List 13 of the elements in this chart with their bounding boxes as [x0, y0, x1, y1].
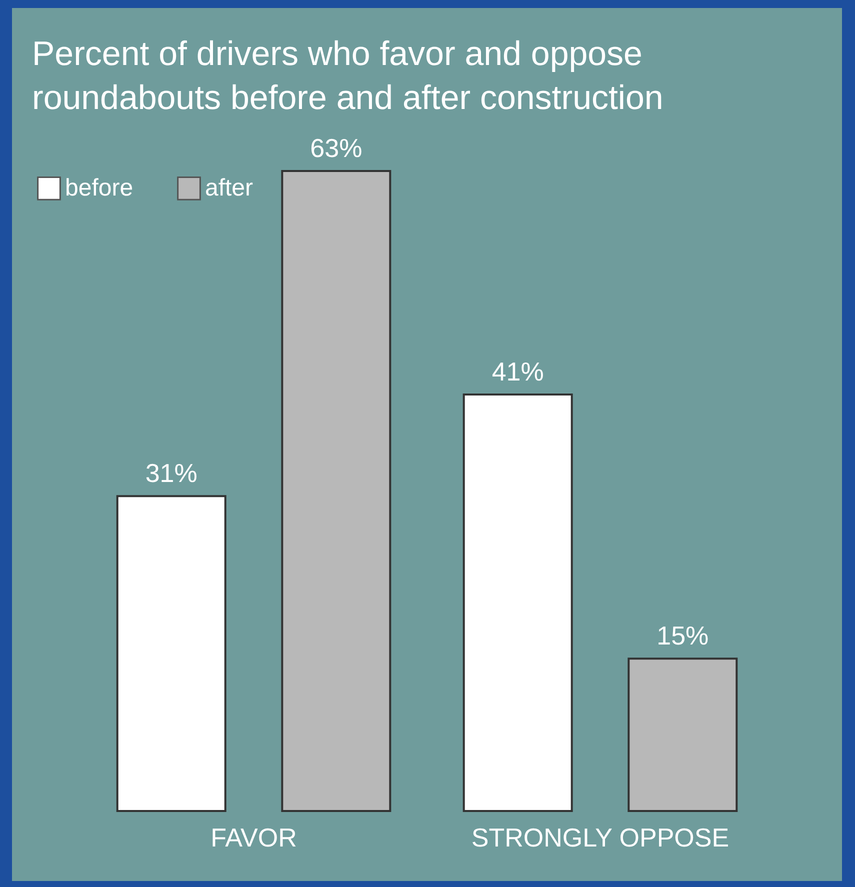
legend-label: after	[205, 174, 254, 202]
bar	[462, 393, 573, 812]
data-label: 31%	[145, 458, 198, 488]
bar	[628, 658, 738, 812]
data-label: 63%	[310, 133, 362, 163]
x-tick-label: STRONGLY OPPOSE	[471, 822, 730, 852]
legend-label: before	[65, 174, 134, 202]
bar	[281, 170, 392, 812]
chart-title: Percent of drivers who favor and oppose roundabouts before and after construction	[32, 35, 664, 117]
x-tick-label: FAVOR	[210, 822, 297, 852]
bar	[116, 495, 226, 812]
data-label: 15%	[656, 620, 709, 651]
data-label: 41%	[492, 356, 544, 386]
